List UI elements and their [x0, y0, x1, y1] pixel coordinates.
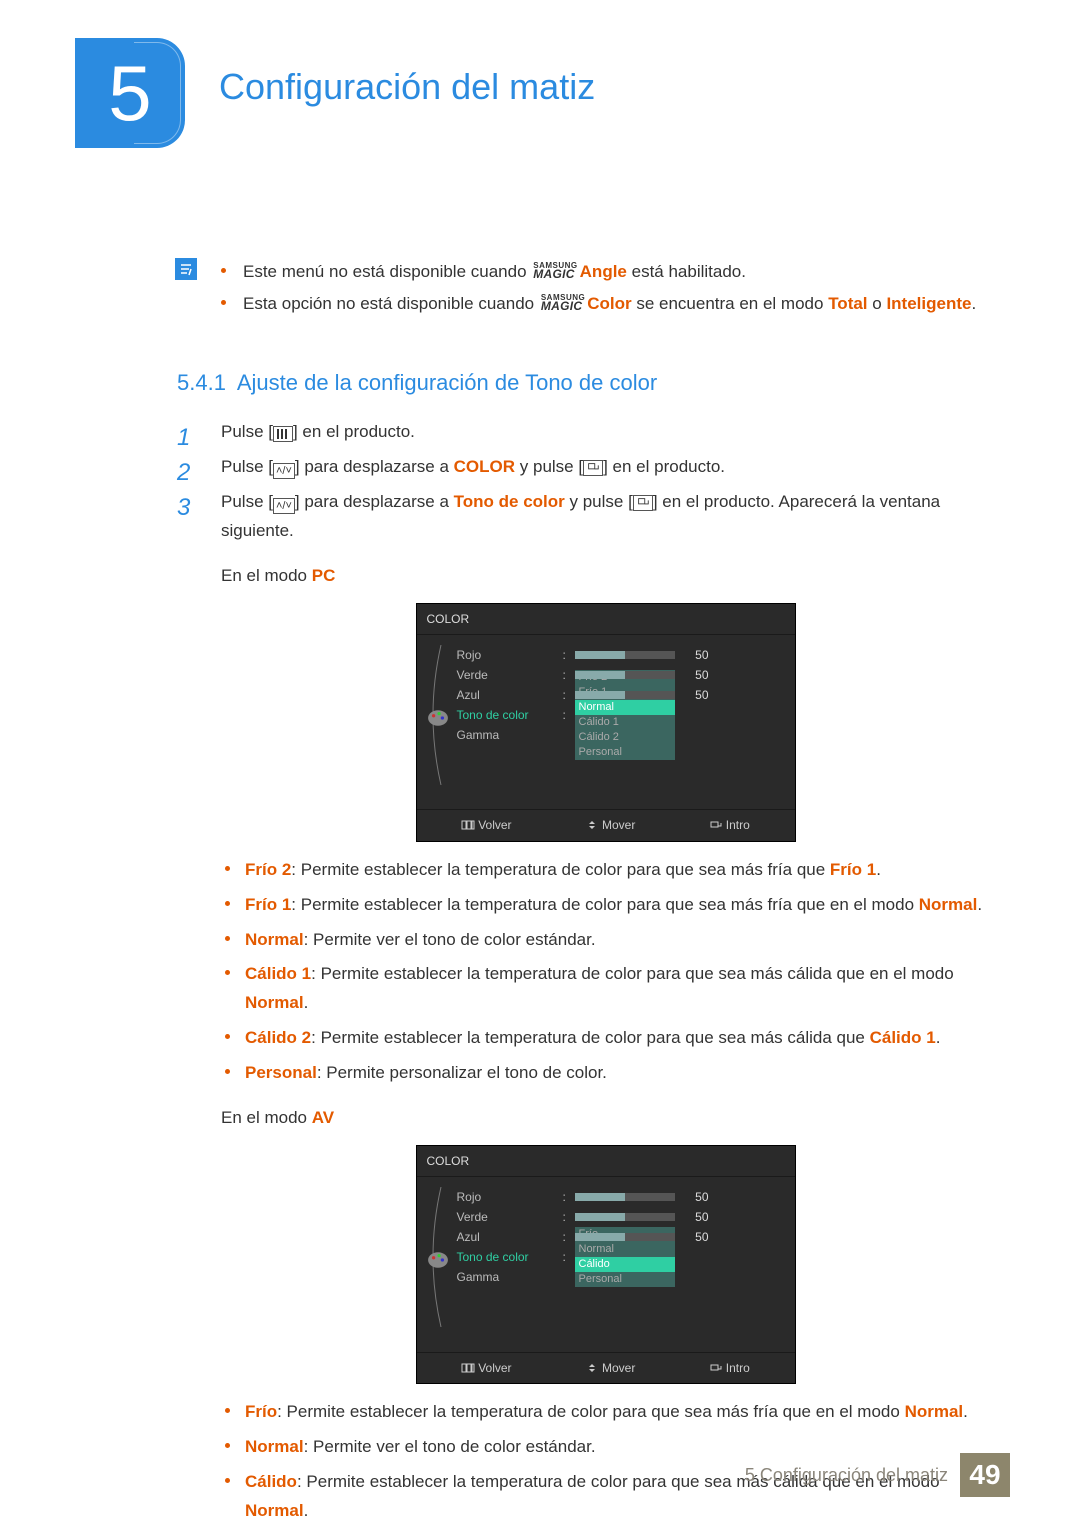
up-down-icon: ˄/˅ [273, 498, 295, 514]
step-item: Pulse [˄/˅] para desplazarse a COLOR y p… [177, 453, 990, 482]
list-item: Frío 1: Permite establecer la temperatur… [221, 891, 990, 920]
osd-title: COLOR [417, 604, 795, 635]
osd-curve-decoration [427, 1187, 449, 1333]
section-heading: 5.4.1 Ajuste de la configuración de Tono… [177, 370, 990, 396]
osd-option: Normal [575, 1242, 675, 1257]
osd-slider [575, 651, 675, 659]
osd-option: Cálido 2 [575, 730, 675, 745]
osd-footer: Volver Mover Intro [417, 809, 795, 840]
chapter-number: 5 [108, 54, 151, 132]
chapter-header: 5 Configuración del matiz [75, 38, 990, 148]
mode-av-label: En el modo AV [221, 1104, 990, 1133]
enter-button-icon [633, 495, 653, 511]
osd-options-pc: Frío 2 Frío 1 Normal Cálido 1 Cálido 2 P… [575, 670, 675, 760]
magic-logo: SAMSUNGMAGIC [533, 262, 577, 280]
osd-slider [575, 1233, 675, 1241]
osd-screenshot-av: COLOR Rojo:50 Verde:50 Azul:50 Tono de c… [416, 1145, 796, 1384]
note-list: Este menú no está disponible cuando SAMS… [219, 258, 976, 322]
note-item: Esta opción no está disponible cuando SA… [219, 290, 976, 318]
osd-slider [575, 1213, 675, 1221]
osd-screenshot-pc: COLOR Rojo:50 Verde:50 Azul:50 Tono de c… [416, 603, 796, 842]
palette-icon [427, 1251, 449, 1269]
note-item: Este menú no está disponible cuando SAMS… [219, 258, 976, 286]
osd-slider [575, 691, 675, 699]
step-item: Pulse [] en el producto. [177, 418, 990, 447]
pc-description-list: Frío 2: Permite establecer la temperatur… [221, 856, 990, 1088]
osd-slider [575, 671, 675, 679]
mode-pc-label: En el modo PC [221, 562, 990, 591]
footer-text: 5 Configuración del matiz [745, 1465, 948, 1486]
magic-logo: SAMSUNGMAGIC [541, 294, 585, 312]
up-down-icon: ˄/˅ [273, 463, 295, 479]
osd-footer-intro: Intro [709, 1358, 750, 1378]
palette-icon [427, 709, 449, 727]
section-number: 5.4.1 [177, 370, 226, 395]
enter-button-icon [583, 460, 603, 476]
page-footer: 5 Configuración del matiz 49 [745, 1453, 1010, 1497]
osd-footer-mover: Mover [585, 815, 635, 835]
menu-button-icon [273, 426, 293, 442]
osd-option-selected: Normal [575, 700, 675, 715]
osd-footer-intro: Intro [709, 815, 750, 835]
osd-footer: Volver Mover Intro [417, 1352, 795, 1383]
steps-list: Pulse [] en el producto. Pulse [˄/˅] par… [177, 418, 990, 1525]
osd-option: Personal [575, 745, 675, 760]
list-item: Frío 2: Permite establecer la temperatur… [221, 856, 990, 885]
osd-option: Cálido 1 [575, 715, 675, 730]
osd-slider [575, 1193, 675, 1201]
list-item: Frío: Permite establecer la temperatura … [221, 1398, 990, 1427]
list-item: Normal: Permite ver el tono de color est… [221, 926, 990, 955]
list-item: Cálido 1: Permite establecer la temperat… [221, 960, 990, 1018]
osd-option-selected: Cálido [575, 1257, 675, 1272]
list-item: Cálido 2: Permite establecer la temperat… [221, 1024, 990, 1053]
osd-footer-mover: Mover [585, 1358, 635, 1378]
osd-footer-volver: Volver [461, 1358, 511, 1378]
chapter-number-box: 5 [75, 38, 185, 148]
osd-title: COLOR [417, 1146, 795, 1177]
list-item: Personal: Permite personalizar el tono d… [221, 1059, 990, 1088]
note-block: Este menú no está disponible cuando SAMS… [175, 258, 990, 322]
section-title: Ajuste de la configuración de Tono de co… [237, 370, 657, 395]
osd-option: Personal [575, 1272, 675, 1287]
osd-footer-volver: Volver [461, 815, 511, 835]
page-title: Configuración del matiz [185, 38, 595, 108]
footer-page-number: 49 [960, 1453, 1010, 1497]
osd-curve-decoration [427, 645, 449, 791]
step-item: Pulse [˄/˅] para desplazarse a Tono de c… [177, 488, 990, 1526]
note-icon [175, 258, 197, 280]
